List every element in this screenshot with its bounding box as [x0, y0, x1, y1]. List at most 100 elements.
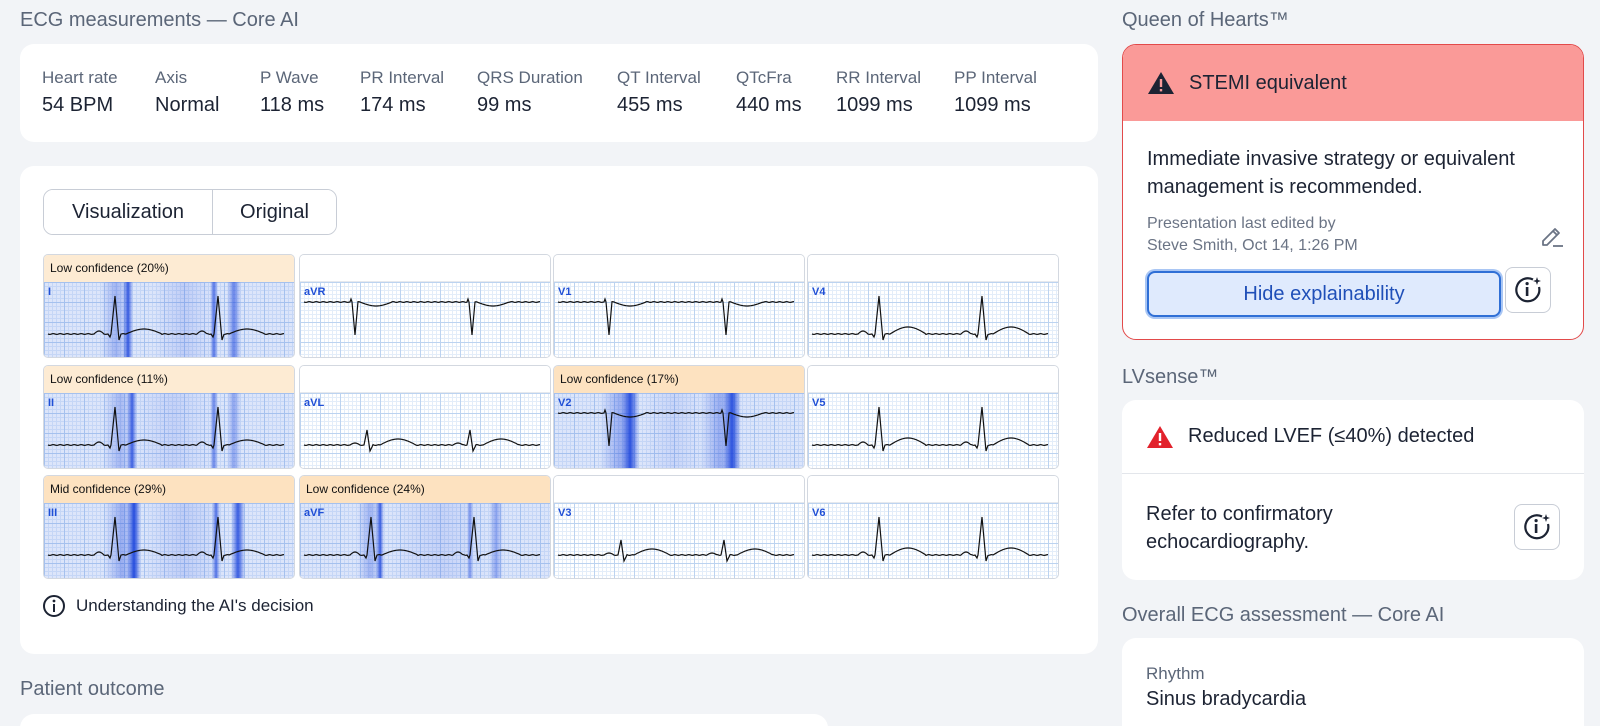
lead-name: aVF: [304, 507, 325, 519]
confidence-label: [808, 476, 1058, 503]
lead-name: V6: [812, 507, 826, 519]
measurement-label: PR Interval: [360, 68, 445, 87]
heatmap-overlay: [554, 393, 804, 468]
heatmap-overlay: [300, 503, 550, 578]
rhythm-label: Rhythm: [1146, 664, 1205, 683]
lvsense-header: Reduced LVEF (≤40%) detected: [1122, 400, 1584, 474]
ecg-trace: [557, 297, 795, 336]
confidence-label: Low confidence (11%): [44, 366, 294, 393]
measurement-value: Normal: [155, 94, 220, 116]
measurement-qrs-duration: QRS Duration 99 ms: [477, 68, 583, 117]
ecg-grid: [808, 282, 1058, 357]
measurement-value: 118 ms: [260, 94, 325, 116]
qoh-card: STEMI equivalent Immediate invasive stra…: [1122, 44, 1584, 340]
ecg-lead-v1: V1: [553, 254, 805, 358]
lvsense-card: Reduced LVEF (≤40%) detected Refer to co…: [1122, 400, 1584, 580]
heatmap-overlay: [44, 503, 294, 578]
ecg-lead-ii: Low confidence (11%) II: [43, 365, 295, 469]
measurement-value: 455 ms: [617, 94, 683, 116]
ai-decision-link[interactable]: Understanding the AI's decision: [42, 594, 314, 618]
hide-explainability-button[interactable]: Hide explainability: [1147, 271, 1501, 317]
lvsense-ai-info-button[interactable]: [1514, 504, 1560, 550]
ecg-lead-avl: aVL: [299, 365, 551, 469]
ecg-card: Visualization Original Low confidence (2…: [20, 166, 1098, 654]
ecg-trace: [47, 516, 285, 562]
measurement-heart-rate: Heart rate 54 BPM: [42, 68, 118, 117]
measurement-label: PP Interval: [954, 68, 1037, 87]
ecg-lead-v6: V6: [807, 475, 1059, 579]
qoh-recommendation: Immediate invasive strategy or equivalen…: [1147, 148, 1515, 198]
outcome-card: [20, 714, 828, 726]
confidence-label: [554, 476, 804, 503]
ecg-trace: [303, 516, 541, 562]
measurement-label: P Wave: [260, 68, 319, 87]
ecg-grid: [300, 393, 550, 468]
lead-name: aVL: [304, 397, 325, 409]
measurement-label: RR Interval: [836, 68, 922, 87]
view-toggle: Visualization Original: [43, 189, 337, 235]
ecg-trace: [811, 295, 1049, 341]
ecg-trace: [557, 408, 795, 447]
measurement-qt-interval: QT Interval 455 ms: [617, 68, 701, 117]
measurement-value: 440 ms: [736, 94, 802, 116]
lead-name: V4: [812, 286, 826, 298]
warning-icon: [1148, 72, 1174, 94]
confidence-label: [554, 255, 804, 282]
ecg-trace: [557, 539, 795, 563]
qoh-status: STEMI equivalent: [1189, 71, 1347, 94]
measurement-label: Axis: [155, 68, 188, 87]
ecg-trace: [47, 406, 285, 452]
measurement-label: QRS Duration: [477, 68, 583, 87]
lvsense-title: LVsense™: [1122, 366, 1219, 388]
measurement-rr-interval: RR Interval 1099 ms: [836, 68, 921, 117]
lvsense-recommendation: Refer to confirmatory echocardiography.: [1146, 503, 1333, 553]
ecg-lead-i: Low confidence (20%) I: [43, 254, 295, 358]
lead-name: V1: [558, 286, 572, 298]
ai-info-icon: [1524, 514, 1550, 540]
heatmap-overlay: [44, 282, 294, 357]
confidence-label: [808, 255, 1058, 282]
info-icon: [43, 595, 65, 617]
ecg-grid: [808, 393, 1058, 468]
ecg-lead-v3: V3: [553, 475, 805, 579]
measurement-pp-interval: PP Interval 1099 ms: [954, 68, 1037, 117]
overall-title: Overall ECG assessment — Core AI: [1122, 604, 1445, 626]
confidence-label: [808, 366, 1058, 393]
pencil-icon[interactable]: [1539, 223, 1565, 249]
lead-name: III: [48, 507, 58, 519]
lvsense-status: Reduced LVEF (≤40%) detected: [1188, 425, 1475, 447]
lead-name: V2: [558, 397, 572, 409]
warning-icon: [1147, 425, 1173, 448]
lead-name: V3: [558, 507, 572, 519]
lead-name: I: [48, 286, 52, 298]
rhythm-value: Sinus bradycardia: [1146, 688, 1307, 710]
measurement-value: 54 BPM: [42, 94, 114, 116]
ecg-trace: [303, 429, 541, 453]
measurement-label: QTcFra: [736, 68, 792, 87]
ecg-grid: [300, 282, 550, 357]
ecg-trace: [47, 295, 285, 341]
confidence-label: Mid confidence (29%): [44, 476, 294, 503]
lead-name: V5: [812, 397, 826, 409]
measurement-label: QT Interval: [617, 68, 701, 87]
confidence-label: [300, 255, 550, 282]
measurement-value: 99 ms: [477, 94, 532, 116]
tab-original[interactable]: Original: [212, 190, 336, 234]
confidence-label: Low confidence (17%): [554, 366, 804, 393]
ai-info-icon: [1515, 277, 1541, 303]
qoh-ai-info-button[interactable]: [1505, 267, 1551, 313]
measurements-title: ECG measurements — Core AI: [20, 9, 299, 31]
edited-line: Steve Smith, Oct 14, 1:26 PM: [1147, 237, 1358, 254]
ecg-lead-v4: V4: [807, 254, 1059, 358]
qoh-alert-header: STEMI equivalent: [1123, 45, 1583, 121]
confidence-label: [300, 366, 550, 393]
measurement-pr-interval: PR Interval 174 ms: [360, 68, 444, 117]
confidence-label: Low confidence (20%): [44, 255, 294, 282]
lead-name: II: [48, 397, 55, 409]
overall-card: Rhythm Sinus bradycardia: [1122, 638, 1584, 726]
ecg-trace: [303, 297, 541, 336]
ecg-grid: [808, 503, 1058, 578]
tab-visualization[interactable]: Visualization: [44, 190, 212, 234]
ai-decision-label: Understanding the AI's decision: [76, 596, 314, 615]
ecg-lead-iii: Mid confidence (29%) III: [43, 475, 295, 579]
